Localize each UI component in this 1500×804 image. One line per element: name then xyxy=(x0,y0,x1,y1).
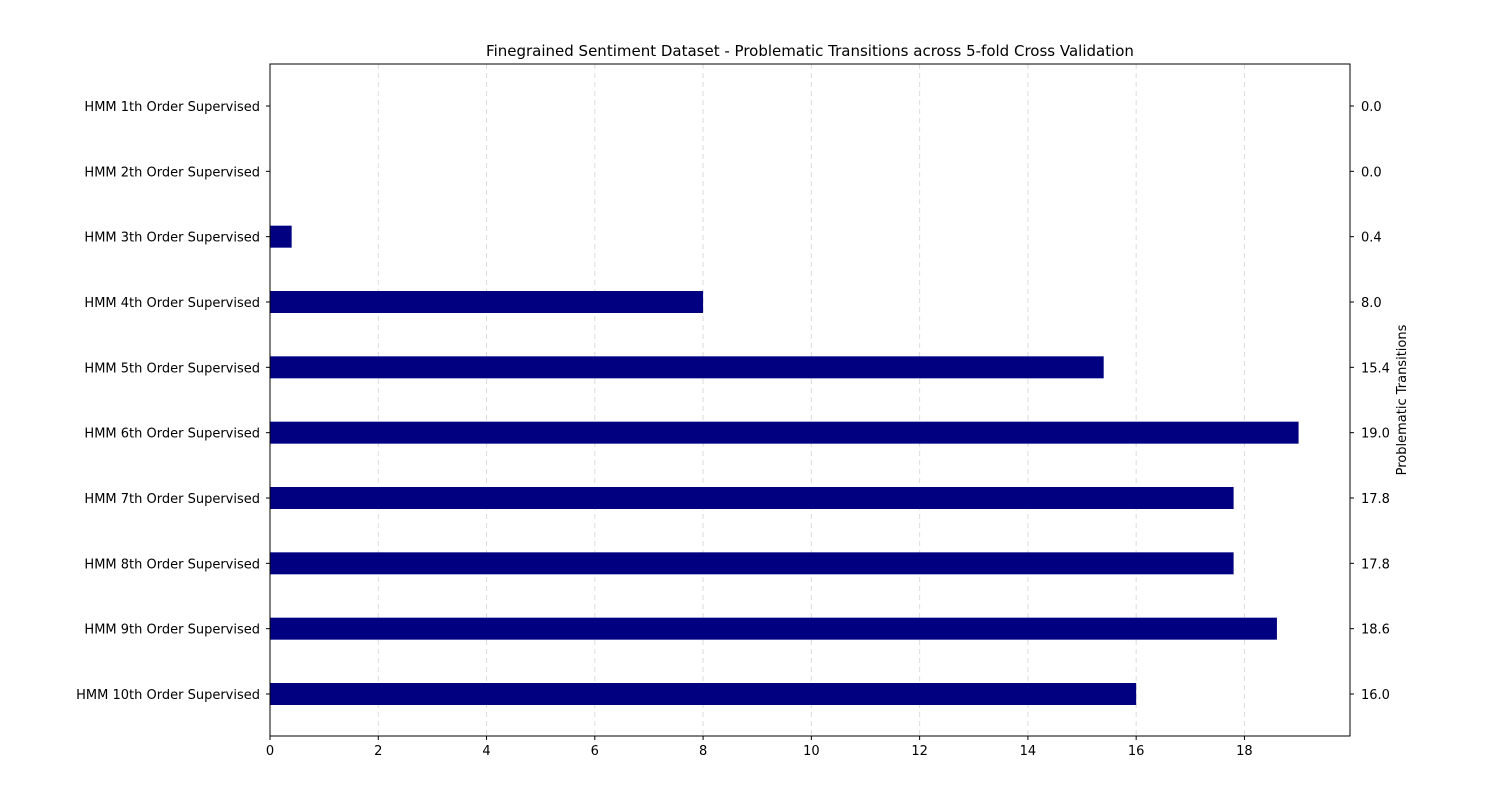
category-label: HMM 8th Order Supervised xyxy=(84,557,260,572)
x-tick-label: 0 xyxy=(266,744,274,759)
x-tick-label: 10 xyxy=(803,744,820,759)
value-label: 0.0 xyxy=(1361,100,1382,115)
category-label: HMM 5th Order Supervised xyxy=(84,361,260,376)
bar xyxy=(270,356,1104,379)
x-tick-label: 2 xyxy=(374,744,382,759)
category-label: HMM 9th Order Supervised xyxy=(84,623,260,638)
category-label: HMM 4th Order Supervised xyxy=(84,296,260,311)
bar xyxy=(270,421,1299,444)
value-label: 17.8 xyxy=(1361,492,1390,507)
bars xyxy=(270,225,1299,705)
x-tick-label: 4 xyxy=(482,744,490,759)
bar xyxy=(270,552,1234,575)
x-tick-label: 14 xyxy=(1020,744,1037,759)
right-axis-label: Problematic Transitions xyxy=(1395,324,1410,475)
value-label: 0.0 xyxy=(1361,165,1382,180)
x-tick-label: 16 xyxy=(1128,744,1145,759)
category-label: HMM 7th Order Supervised xyxy=(84,492,260,507)
value-label: 16.0 xyxy=(1361,688,1390,703)
x-axis-ticks: 0 2 4 6 8 10 12 14 16 18 xyxy=(266,736,1253,759)
category-label: HMM 3th Order Supervised xyxy=(84,231,260,246)
x-tick-label: 12 xyxy=(911,744,928,759)
bar xyxy=(270,617,1277,640)
bar xyxy=(270,487,1234,509)
value-label: 18.6 xyxy=(1361,623,1390,638)
x-tick-label: 6 xyxy=(591,744,599,759)
value-label: 8.0 xyxy=(1361,296,1382,311)
x-tick-label: 18 xyxy=(1236,744,1253,759)
x-tick-label: 8 xyxy=(699,744,707,759)
plot-frame xyxy=(269,63,1351,737)
grid-lines xyxy=(377,64,1245,736)
bar xyxy=(270,683,1137,705)
bar xyxy=(270,291,704,313)
category-label: HMM 1th Order Supervised xyxy=(84,100,260,115)
chart-title: Finegrained Sentiment Dataset - Problema… xyxy=(486,42,1134,60)
category-label: HMM 10th Order Supervised xyxy=(76,688,260,703)
value-label: 15.4 xyxy=(1361,361,1390,376)
bar xyxy=(270,225,292,248)
category-label: HMM 2th Order Supervised xyxy=(84,165,260,180)
right-axis-value-labels: 0.0 0.0 0.4 8.0 15.4 19.0 17.8 17.8 18.6 16.0 xyxy=(1350,100,1390,703)
value-label: 17.8 xyxy=(1361,557,1390,572)
y-axis-ticks: HMM 1th Order Supervised HMM 2th Order Su… xyxy=(76,100,270,703)
category-label: HMM 6th Order Supervised xyxy=(84,427,260,442)
value-label: 0.4 xyxy=(1361,231,1382,246)
value-label: 19.0 xyxy=(1361,427,1390,442)
